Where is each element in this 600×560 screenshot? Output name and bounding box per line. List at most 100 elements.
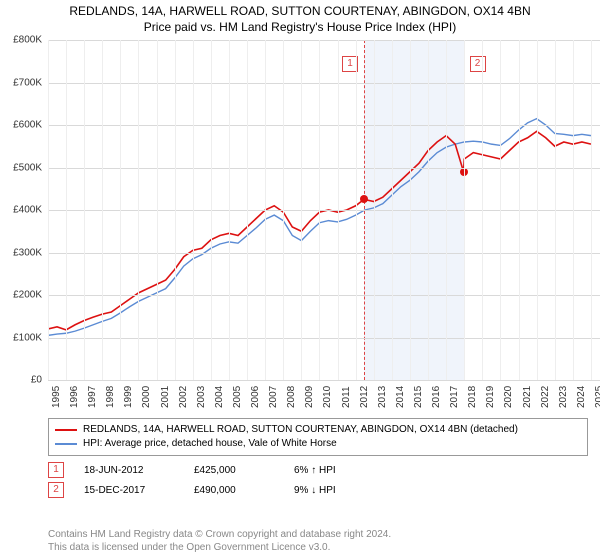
legend-swatch-1	[55, 429, 77, 431]
footer-text: Contains HM Land Registry data © Crown c…	[48, 528, 391, 554]
x-tick-label: 2001	[160, 386, 171, 408]
gridline-v	[374, 40, 375, 380]
gridline-v	[500, 40, 501, 380]
x-tick-label: 2019	[485, 386, 496, 408]
gridline-v	[410, 40, 411, 380]
gridline-v	[591, 40, 592, 380]
x-tick-label: 2013	[377, 386, 388, 408]
gridline-v	[193, 40, 194, 380]
gridline-v	[66, 40, 67, 380]
x-tick-label: 2015	[413, 386, 424, 408]
gridline-v	[356, 40, 357, 380]
note-num-2: 2	[48, 482, 64, 498]
x-tick-label: 2005	[232, 386, 243, 408]
gridline-v	[519, 40, 520, 380]
legend-label-2: HPI: Average price, detached house, Vale…	[83, 437, 337, 451]
gridline-v	[247, 40, 248, 380]
gridline-v	[338, 40, 339, 380]
x-tick-label: 2009	[304, 386, 315, 408]
x-tick-label: 2012	[359, 386, 370, 408]
note-price-1: £425,000	[194, 465, 274, 476]
point-1	[360, 195, 368, 203]
x-tick-label: 2024	[576, 386, 587, 408]
gridline-h	[48, 253, 600, 254]
gridline-v	[392, 40, 393, 380]
gridline-v	[301, 40, 302, 380]
y-tick-label: £800K	[13, 35, 42, 46]
gridline-h	[48, 295, 600, 296]
x-tick-label: 2016	[431, 386, 442, 408]
x-tick-label: 2014	[395, 386, 406, 408]
x-tick-label: 2017	[449, 386, 460, 408]
legend-box: REDLANDS, 14A, HARWELL ROAD, SUTTON COUR…	[48, 418, 588, 456]
gridline-v	[319, 40, 320, 380]
gridline-v	[482, 40, 483, 380]
gridline-v	[211, 40, 212, 380]
gridline-v	[573, 40, 574, 380]
x-tick-label: 1995	[51, 386, 62, 408]
gridline-v	[229, 40, 230, 380]
note-row-2: 2 15-DEC-2017 £490,000 9% ↓ HPI	[48, 480, 336, 500]
y-tick-label: £300K	[13, 247, 42, 258]
legend-row-2: HPI: Average price, detached house, Vale…	[55, 437, 581, 451]
chart-area: 1 2 £0£100K£200K£300K£400K£500K£600K£700…	[0, 40, 600, 410]
gridline-h	[48, 380, 600, 381]
gridline-v	[138, 40, 139, 380]
note-price-2: £490,000	[194, 485, 274, 496]
x-tick-label: 2002	[178, 386, 189, 408]
gridline-v	[446, 40, 447, 380]
x-tick-label: 2003	[196, 386, 207, 408]
x-tick-label: 2020	[503, 386, 514, 408]
x-tick-label: 2022	[540, 386, 551, 408]
x-tick-label: 1996	[69, 386, 80, 408]
x-tick-label: 2021	[522, 386, 533, 408]
y-tick-label: £0	[31, 375, 42, 386]
x-tick-label: 1997	[87, 386, 98, 408]
y-tick-label: £600K	[13, 120, 42, 131]
note-row-1: 1 18-JUN-2012 £425,000 6% ↑ HPI	[48, 460, 336, 480]
x-tick-label: 2006	[250, 386, 261, 408]
gridline-v	[428, 40, 429, 380]
legend-row-1: REDLANDS, 14A, HARWELL ROAD, SUTTON COUR…	[55, 423, 581, 437]
y-tick-label: £400K	[13, 205, 42, 216]
legend-swatch-2	[55, 443, 77, 445]
gridline-v	[157, 40, 158, 380]
x-tick-label: 2025	[594, 386, 600, 408]
gridline-v	[102, 40, 103, 380]
note-date-2: 15-DEC-2017	[84, 485, 174, 496]
x-tick-label: 1998	[105, 386, 116, 408]
footer-line-2: This data is licensed under the Open Gov…	[48, 541, 391, 554]
gridline-v	[283, 40, 284, 380]
gridline-h	[48, 40, 600, 41]
x-tick-label: 2011	[341, 386, 352, 408]
x-tick-label: 2010	[322, 386, 333, 408]
notes-block: 1 18-JUN-2012 £425,000 6% ↑ HPI 2 15-DEC…	[48, 460, 336, 500]
note-delta-2: 9% ↓ HPI	[294, 485, 336, 496]
x-tick-label: 2004	[214, 386, 225, 408]
gridline-h	[48, 168, 600, 169]
gridline-v	[120, 40, 121, 380]
y-tick-label: £200K	[13, 290, 42, 301]
note-date-1: 18-JUN-2012	[84, 465, 174, 476]
gridline-v	[555, 40, 556, 380]
x-tick-label: 2007	[268, 386, 279, 408]
x-tick-label: 1999	[123, 386, 134, 408]
gridline-v	[265, 40, 266, 380]
gridline-v	[175, 40, 176, 380]
title-line-1: REDLANDS, 14A, HARWELL ROAD, SUTTON COUR…	[0, 4, 600, 20]
gridline-v	[537, 40, 538, 380]
note-num-1: 1	[48, 462, 64, 478]
x-tick-label: 2008	[286, 386, 297, 408]
y-tick-label: £100K	[13, 332, 42, 343]
y-tick-label: £700K	[13, 77, 42, 88]
footer-line-1: Contains HM Land Registry data © Crown c…	[48, 528, 391, 541]
x-tick-label: 2018	[467, 386, 478, 408]
gridline-v	[464, 40, 465, 380]
note-delta-1: 6% ↑ HPI	[294, 465, 336, 476]
title-line-2: Price paid vs. HM Land Registry's House …	[0, 20, 600, 36]
x-tick-label: 2000	[141, 386, 152, 408]
gridline-h	[48, 125, 600, 126]
y-tick-label: £500K	[13, 162, 42, 173]
gridline-v	[48, 40, 49, 380]
gridline-h	[48, 83, 600, 84]
